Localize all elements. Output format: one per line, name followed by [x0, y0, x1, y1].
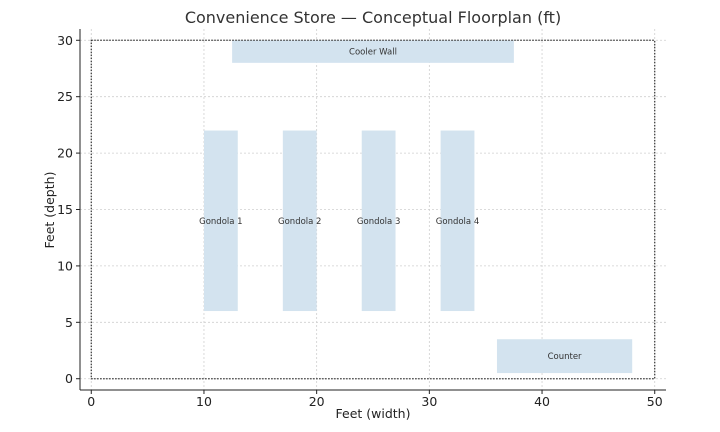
- x-tick-label: 30: [421, 394, 437, 409]
- counter-fixture: [496, 339, 633, 374]
- x-tick-label: 20: [309, 394, 325, 409]
- gondola-1-label: Gondola 1: [199, 217, 242, 227]
- y-tick-label: 10: [57, 258, 73, 273]
- gondola-1-fixture: [203, 130, 238, 312]
- y-tick-label: 20: [57, 146, 73, 161]
- x-axis-label: Feet (width): [336, 406, 411, 421]
- x-tick-label: 40: [534, 394, 550, 409]
- y-tick-label: 30: [57, 33, 73, 48]
- fixtures: Cooler Wall Gondola 1 Gondola 2 Gondola 3 Go…: [199, 40, 633, 374]
- x-tick-label: 10: [196, 394, 212, 409]
- cooler-wall-fixture: [232, 40, 514, 63]
- axes: 0 10 20 30 40 50 0 5 10 15 20 25 30: [57, 29, 666, 409]
- gondola-3-label: Gondola 3: [357, 217, 400, 227]
- counter-label: Counter: [548, 352, 582, 362]
- store-boundary: [90, 39, 656, 380]
- chart-title: Convenience Store — Conceptual Floorplan…: [185, 8, 561, 27]
- x-tick-label: 0: [87, 394, 95, 409]
- gondola-2-label: Gondola 2: [278, 217, 321, 227]
- gondola-3-fixture: [361, 130, 396, 312]
- y-tick-label: 0: [65, 371, 73, 386]
- y-tick-label: 5: [65, 315, 73, 330]
- y-tick-label: 15: [57, 202, 73, 217]
- gondola-4-label: Gondola 4: [436, 217, 479, 227]
- y-axis-label: Feet (depth): [42, 172, 57, 249]
- gondola-2-fixture: [282, 130, 317, 312]
- x-tick-label: 50: [647, 394, 663, 409]
- store-boundary-group: [90, 39, 656, 380]
- cooler-wall-label: Cooler Wall: [349, 48, 397, 58]
- gondola-4-fixture: [440, 130, 475, 312]
- y-tick-label: 25: [57, 89, 73, 104]
